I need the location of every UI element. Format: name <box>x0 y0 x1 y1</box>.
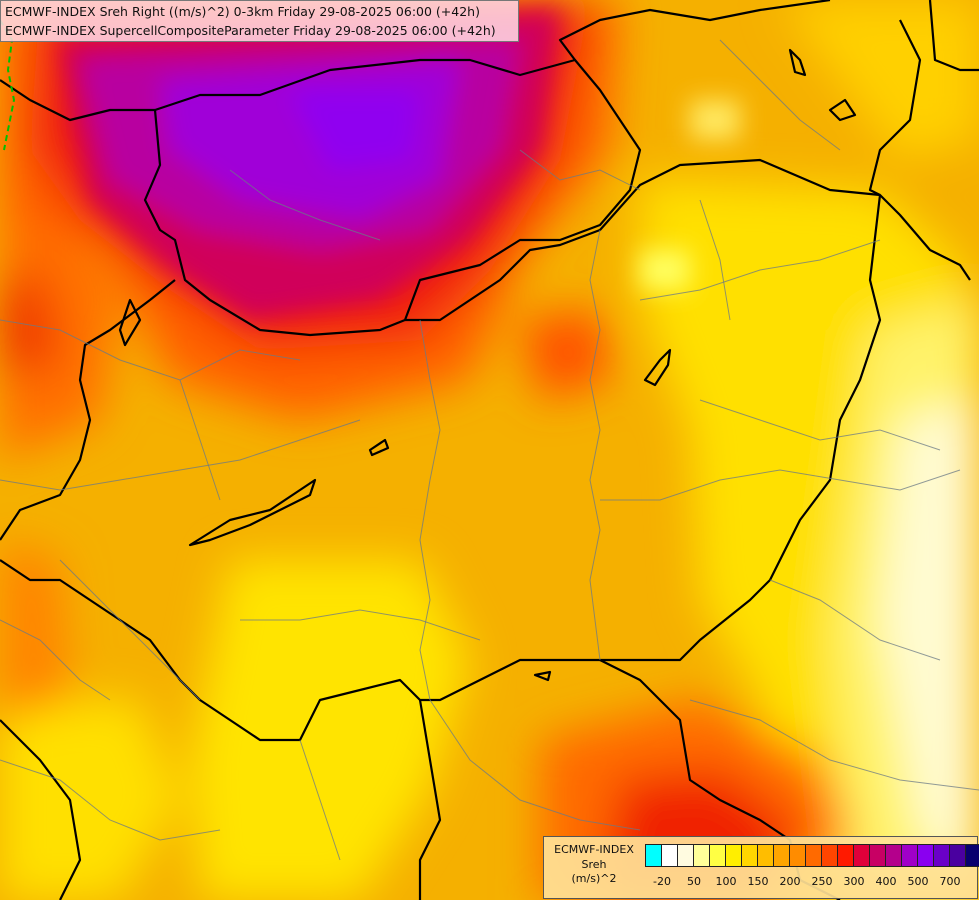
legend-swatch <box>774 845 790 866</box>
legend-swatch <box>790 845 806 866</box>
legend-swatch <box>806 845 822 866</box>
region-boundaries <box>0 39 979 861</box>
legend-swatch <box>758 845 774 866</box>
legend-tick-label: 100 <box>715 875 737 888</box>
title-scp: ECMWF-INDEX SupercellCompositeParameter … <box>5 23 496 38</box>
legend-tick-label: 400 <box>875 875 897 888</box>
legend-swatch <box>678 845 694 866</box>
legend-swatch <box>934 845 950 866</box>
legend-swatch <box>870 845 886 866</box>
legend-tick-label: -20 <box>653 875 671 888</box>
legend-swatch <box>694 845 710 866</box>
legend-title-line: (m/s)^2 <box>571 872 617 885</box>
legend-swatch <box>918 845 934 866</box>
legend-swatch <box>726 845 742 866</box>
legend-tick-label: 500 <box>907 875 929 888</box>
legend-title: ECMWF-INDEX Sreh (m/s)^2 <box>544 843 644 887</box>
title-sreh: ECMWF-INDEX Sreh Right ((m/s)^2) 0-3km F… <box>5 4 480 19</box>
legend-ticks: -20 50 100 150 200 250 300 400 500 700 <box>645 875 970 889</box>
legend-swatch <box>886 845 902 866</box>
legend-swatch <box>822 845 838 866</box>
legend-tick-label: 200 <box>779 875 801 888</box>
legend-title-line: ECMWF-INDEX <box>554 843 634 856</box>
legend-colorbar <box>645 844 979 867</box>
legend-tick-label: 250 <box>811 875 833 888</box>
legend-swatch <box>854 845 870 866</box>
legend-swatch <box>742 845 758 866</box>
colorbar-legend: ECMWF-INDEX Sreh (m/s)^2 -20 50 100 150 200 2… <box>543 836 979 899</box>
map-title-box: ECMWF-INDEX Sreh Right ((m/s)^2) 0-3km F… <box>0 0 519 42</box>
legend-swatch <box>662 845 678 866</box>
legend-swatch <box>966 845 979 866</box>
legend-tick-label: 700 <box>939 875 961 888</box>
legend-swatch <box>902 845 918 866</box>
legend-title-line: Sreh <box>581 857 607 871</box>
legend-swatch <box>950 845 966 866</box>
field-core <box>60 10 740 320</box>
legend-tick-label: 50 <box>687 875 701 888</box>
legend-swatch <box>646 845 662 866</box>
legend-tick-label: 150 <box>747 875 769 888</box>
legend-swatch <box>710 845 726 866</box>
legend-swatch <box>838 845 854 866</box>
legend-tick-label: 300 <box>843 875 865 888</box>
